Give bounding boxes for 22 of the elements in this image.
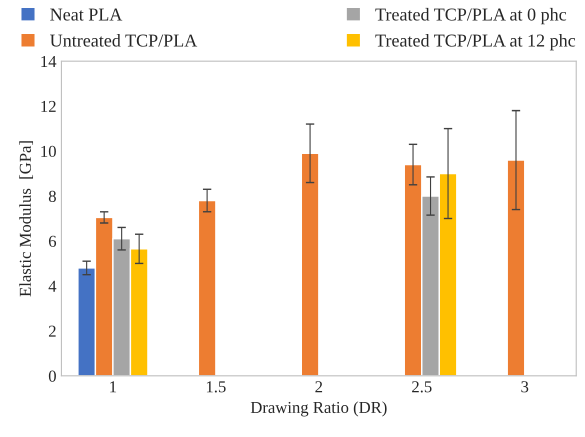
y-tick-label: 8 [48,190,56,202]
legend-label: Neat PLA [50,8,122,21]
bar [300,152,320,376]
y-tick-label: 4 [48,280,56,292]
x-tick-label: 2.5 [412,381,432,392]
y-tick-label: 12 [41,100,56,112]
legend-label: Untreated TCP/PLA [50,34,198,47]
legend-label: Treated TCP/PLA at 0 phc [375,8,566,24]
y-tick-label: 0 [48,370,56,382]
x-tick-label: 1 [110,381,116,392]
x-tick-label: 1.5 [206,381,226,392]
y-tick-label: 6 [48,236,56,247]
x-axis-title: Drawing Ratio (DR) [250,401,387,417]
y-tick-label: 2 [48,326,56,337]
legend-label: Treated TCP/PLA at 12 phc [375,34,576,50]
y-axis-title: Elastic Modulus [GPa] [19,141,34,296]
bar [506,159,526,376]
bar [198,200,217,376]
y-tick-label: 10 [41,146,56,158]
x-tick-label: 2 [315,381,322,392]
y-tick-label: 14 [41,56,56,67]
x-tick-label: 3 [521,381,528,392]
